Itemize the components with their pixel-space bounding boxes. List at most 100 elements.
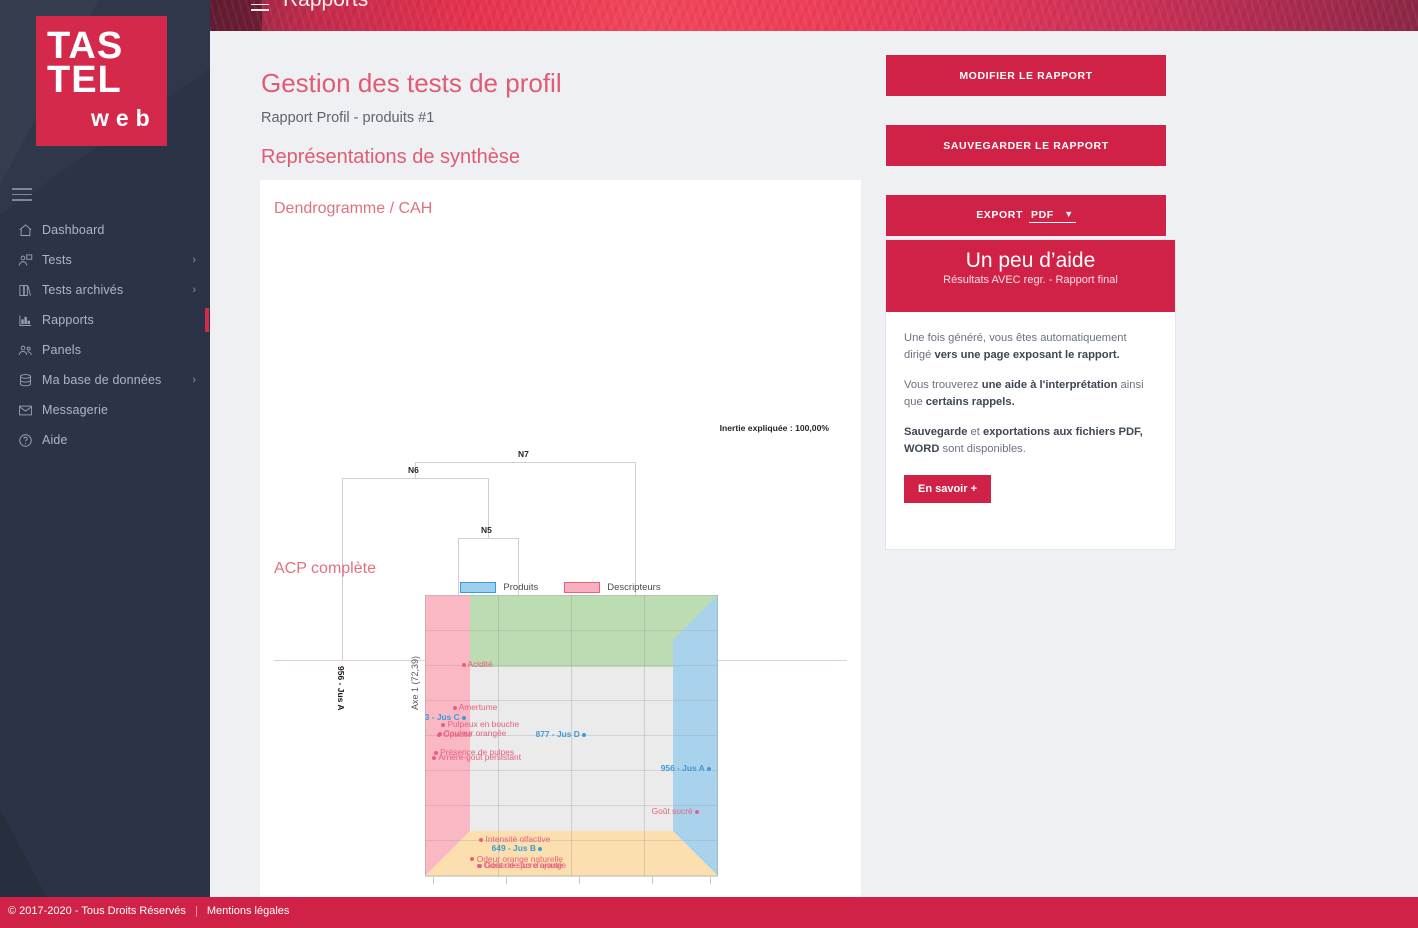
- acp-gridline-h: [425, 665, 718, 666]
- users-icon: [8, 343, 42, 358]
- acp-point-desc: Pulpeux en bouche: [441, 719, 519, 729]
- top-header: [210, 0, 1418, 31]
- learn-more-button[interactable]: En savoir +: [904, 475, 992, 503]
- acp-point-desc: Goût de sucre ajouté: [478, 860, 562, 870]
- sidebar-item-label: Aide: [42, 433, 68, 447]
- help-card-body: Une fois généré, vous êtes automatiqueme…: [886, 312, 1175, 458]
- footer: © 2017-2020 - Tous Droits Réservés | Men…: [0, 897, 1418, 928]
- mail-icon: [8, 403, 42, 418]
- section-title: Représentations de synthèse: [261, 146, 521, 168]
- sidebar: TAS TEL web Dashboard Tests › Tests archivé…: [0, 0, 210, 928]
- chevron-right-icon: ›: [192, 254, 196, 266]
- acp-point-label: Odeur de jus d'orange: [483, 859, 567, 870]
- acp-gridline-h: [425, 875, 718, 876]
- sidebar-item-tests[interactable]: Tests ›: [0, 245, 210, 275]
- help-card-header: Un peu d’aide Résultats AVEC regr. - Rap…: [886, 240, 1175, 312]
- acp-gridline-h: [425, 805, 718, 806]
- acp-point-label: Pulpeux en bouche: [447, 719, 520, 730]
- acp-point-dot: [452, 706, 457, 711]
- sidebar-item-rapports[interactable]: Rapports: [0, 305, 210, 335]
- acp-point-prod: 956 - Jus A: [661, 763, 711, 773]
- acp-title: ACP complète: [274, 560, 376, 577]
- dendro-branch: [635, 462, 636, 660]
- sidebar-item-messagerie[interactable]: Messagerie: [0, 395, 210, 425]
- acp-gridline-h: [425, 840, 718, 841]
- header-menu-icon[interactable]: [251, 0, 269, 12]
- legend-swatch: [460, 582, 497, 593]
- chevron-down-icon: ▼: [1064, 208, 1074, 219]
- dendro-branch: [488, 478, 489, 538]
- help-title: Un peu d’aide: [965, 249, 1096, 272]
- acp-point-label: Goût sucré: [651, 805, 693, 816]
- dendro-node-label: N5: [481, 524, 492, 535]
- acp-point-label: Amertume: [458, 702, 498, 713]
- sidebar-item-label: Tests archivés: [42, 283, 124, 297]
- logo-line-1: TAS: [47, 25, 124, 67]
- acp-point-dot: [479, 837, 484, 842]
- sidebar-item-label: Messagerie: [42, 403, 109, 417]
- save-report-button[interactable]: SAUVEGARDER LE RAPPORT: [886, 125, 1166, 166]
- acp-gridline-v: [571, 595, 572, 876]
- acp-point-label: 373 - Jus C: [425, 712, 460, 723]
- export-format-select[interactable]: PDF ▼: [1028, 208, 1076, 223]
- page-subtitle: Rapport Profil - produits #1: [261, 110, 435, 126]
- acp-point-label: Couleur orangée: [443, 728, 507, 739]
- sidebar-item-tests-archiv-s[interactable]: Tests archivés ›: [0, 275, 210, 305]
- app-logo[interactable]: TAS TEL web: [36, 16, 167, 146]
- legend-swatch: [564, 582, 601, 593]
- modify-report-button[interactable]: MODIFIER LE RAPPORT: [886, 55, 1166, 96]
- sidebar-item-panels[interactable]: Panels: [0, 335, 210, 365]
- acp-point-dot: [436, 732, 441, 737]
- acp-gridline-h: [425, 770, 718, 771]
- sidebar-item-dashboard[interactable]: Dashboard: [0, 215, 210, 245]
- export-button[interactable]: EXPORT PDF ▼: [886, 195, 1166, 236]
- export-format-value: PDF: [1030, 208, 1054, 221]
- acp-point-prod: 373 - Jus C: [425, 712, 467, 723]
- acp-point-dot: [432, 756, 437, 761]
- acp-gridline-v: [425, 595, 426, 876]
- sidebar-item-aide[interactable]: Aide: [0, 425, 210, 455]
- chevron-right-icon: ›: [192, 374, 196, 386]
- acp-point-desc: Goût sucré: [652, 806, 699, 816]
- acp-point-label: Acidité: [467, 658, 493, 669]
- help-paragraph-1: Une fois généré, vous êtes automatiqueme…: [904, 332, 1127, 361]
- acp-legend-item: Produits: [460, 582, 538, 593]
- acp-point-dot: [441, 723, 446, 728]
- acp-point-desc: Arrière-goût persistant: [432, 752, 521, 762]
- acp-point-dot: [582, 732, 587, 737]
- footer-separator: |: [194, 905, 198, 917]
- acp-legend: Produits Descripteurs: [260, 582, 861, 593]
- acp-point-label: Opacité: [443, 729, 472, 740]
- acp-point-dot: [462, 716, 467, 721]
- acp-point-label: Odeur orange naturelle: [476, 853, 563, 864]
- sidebar-item-label: Dashboard: [42, 223, 105, 237]
- acp-legend-item: Descripteurs: [564, 582, 661, 593]
- acp-gridline-h: [425, 700, 718, 701]
- database-icon: [8, 373, 42, 388]
- acp-x-axis: [425, 876, 718, 890]
- acp-point-label: Présence de pulpes: [440, 747, 515, 758]
- acp-point-dot: [461, 662, 466, 667]
- footer-text: © 2017-2020 - Tous Droits Réservés | Men…: [8, 905, 289, 917]
- legal-link[interactable]: Mentions légales: [206, 905, 290, 917]
- acp-point-desc: Acidité: [461, 658, 493, 669]
- acp-point-label: 877 - Jus D: [535, 729, 580, 740]
- header-title: Rapports: [283, 0, 368, 12]
- archive-icon: [8, 283, 42, 298]
- dendro-branch: [415, 462, 416, 478]
- export-label: EXPORT: [976, 208, 1023, 221]
- acp-zones: [425, 595, 718, 876]
- acp-y-axis-label: Axe 1 (72,39): [410, 655, 420, 710]
- help-subtitle: Résultats AVEC regr. - Rapport final: [943, 274, 1118, 286]
- sidebar-item-ma-base-de-donn-es[interactable]: Ma base de données ›: [0, 365, 210, 395]
- acp-point-dot: [478, 864, 483, 869]
- help-icon: [8, 433, 42, 448]
- acp-point-label: Goût de sucre ajouté: [484, 860, 563, 871]
- acp-point-desc: Intensité olfactive: [479, 834, 550, 844]
- tests-icon: [8, 253, 42, 268]
- dendrogram-chart: Inertie expliquée : 100,00% N6 N7 N5 956 -…: [260, 220, 861, 711]
- sidebar-collapse-icon[interactable]: [12, 188, 32, 202]
- help-card: Un peu d’aide Résultats AVEC regr. - Rap…: [886, 240, 1175, 549]
- dendro-link: [342, 478, 488, 479]
- dendro-leaf-label: 956 - Jus A: [335, 666, 346, 711]
